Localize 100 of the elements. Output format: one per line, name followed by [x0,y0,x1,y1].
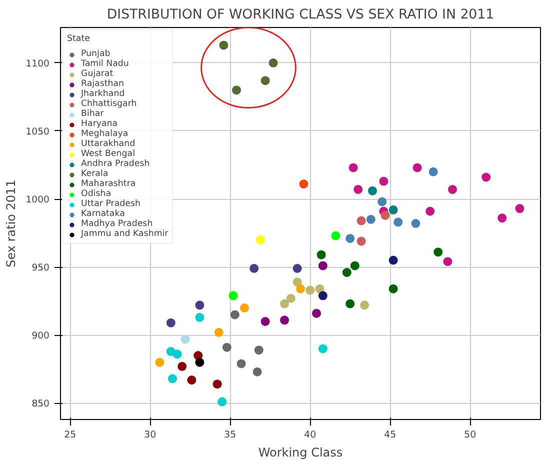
point [166,318,176,328]
legend-label: Kerala [81,169,108,179]
point [388,256,398,265]
point [299,180,308,189]
point [178,362,187,371]
legend-label: Meghalaya [81,129,128,139]
point [222,342,232,352]
point [318,291,328,300]
point [346,299,355,308]
point [428,167,438,176]
point [368,186,377,196]
chart-title: DISTRIBUTION OF WORKING CLASS VS SEX RATIO IN 2011 [106,8,494,22]
point [218,397,227,406]
y-tick-label: 850 [32,398,50,410]
legend-label: Uttar Pradesh [81,199,140,209]
x-tick-label: 30 [144,430,156,440]
point [412,163,422,172]
point [356,236,366,246]
point [254,346,264,355]
x-tick-label: 50 [464,430,476,440]
y-tick-label: 1100 [26,58,50,70]
legend-label: West Bengal [81,149,135,159]
point [388,284,398,294]
point [426,206,435,216]
y-tick-label: 1000 [26,194,50,206]
legend-label: Haryana [81,119,118,129]
point [230,310,240,320]
point [219,40,228,50]
point [350,261,360,270]
point [268,58,278,68]
point [195,300,204,310]
point [378,197,387,206]
point [448,184,457,194]
point [342,268,352,277]
point [232,86,241,95]
point [498,214,507,223]
point [240,303,249,312]
point [354,184,363,194]
point [236,359,246,368]
point [260,317,270,326]
legend-label: Uttarakhand [81,139,136,149]
point [388,205,398,214]
y-tick-label: 1050 [26,126,50,138]
point [286,294,296,303]
point [292,264,302,273]
point [356,216,366,226]
point [195,312,204,322]
point [306,286,315,295]
point [443,257,452,266]
point [212,380,222,389]
point [380,210,390,220]
point [172,350,182,359]
point [250,264,259,273]
x-axis-title: Working Class [258,446,343,460]
point [379,176,388,186]
legend-label: Punjab [81,49,110,59]
legend-label: Tamil Nadu [81,59,129,69]
point [260,76,270,86]
x-tick-label: 35 [224,430,236,440]
point [214,328,224,337]
legend-label: Andhra Pradesh [81,159,150,169]
y-tick-label: 950 [32,262,50,274]
legend-label: Chhattisgarh [81,99,137,109]
point [411,219,420,228]
point [318,261,328,270]
point [180,334,190,344]
legend-label: Odisha [81,189,112,199]
legend-label: Jammu and Kashmir [81,229,168,239]
point [394,218,403,227]
point [331,231,340,240]
point [187,376,196,385]
legend-label: Madhya Pradesh [81,219,153,229]
point [296,284,305,294]
legend-label: Bihar [81,109,104,119]
point [346,234,355,243]
legend-label: Maharashtra [81,179,136,189]
point [348,163,358,172]
legend-label: Gujarat [81,69,114,79]
point [256,235,265,244]
point [228,291,238,300]
point [366,214,376,224]
point [155,358,164,367]
legend-title: State [67,34,91,44]
point [482,172,491,182]
y-tick-label: 900 [32,330,50,342]
legend-label: Rajasthan [81,79,124,89]
point [318,344,328,354]
y-axis-title: Sex ratio 2011 [4,180,18,268]
x-tick-label: 40 [304,430,316,440]
point [195,358,204,367]
x-tick-label: 25 [64,430,76,440]
point [168,374,177,384]
point [515,204,524,214]
point [280,316,289,325]
point [292,278,302,287]
legend-label: Jharkhand [81,89,125,99]
x-tick-label: 45 [384,430,396,440]
point [315,284,324,294]
point [360,300,369,310]
point [252,367,262,376]
